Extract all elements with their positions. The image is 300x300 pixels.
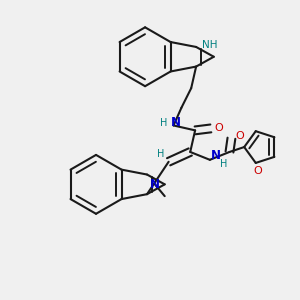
- Text: H: H: [220, 159, 227, 169]
- Text: N: N: [170, 116, 181, 129]
- Text: H: H: [157, 149, 164, 159]
- Text: N: N: [211, 149, 221, 162]
- Text: O: O: [253, 166, 262, 176]
- Text: NH: NH: [202, 40, 218, 50]
- Text: O: O: [214, 123, 223, 134]
- Text: O: O: [235, 131, 244, 141]
- Text: H: H: [160, 118, 167, 128]
- Text: N: N: [150, 178, 160, 191]
